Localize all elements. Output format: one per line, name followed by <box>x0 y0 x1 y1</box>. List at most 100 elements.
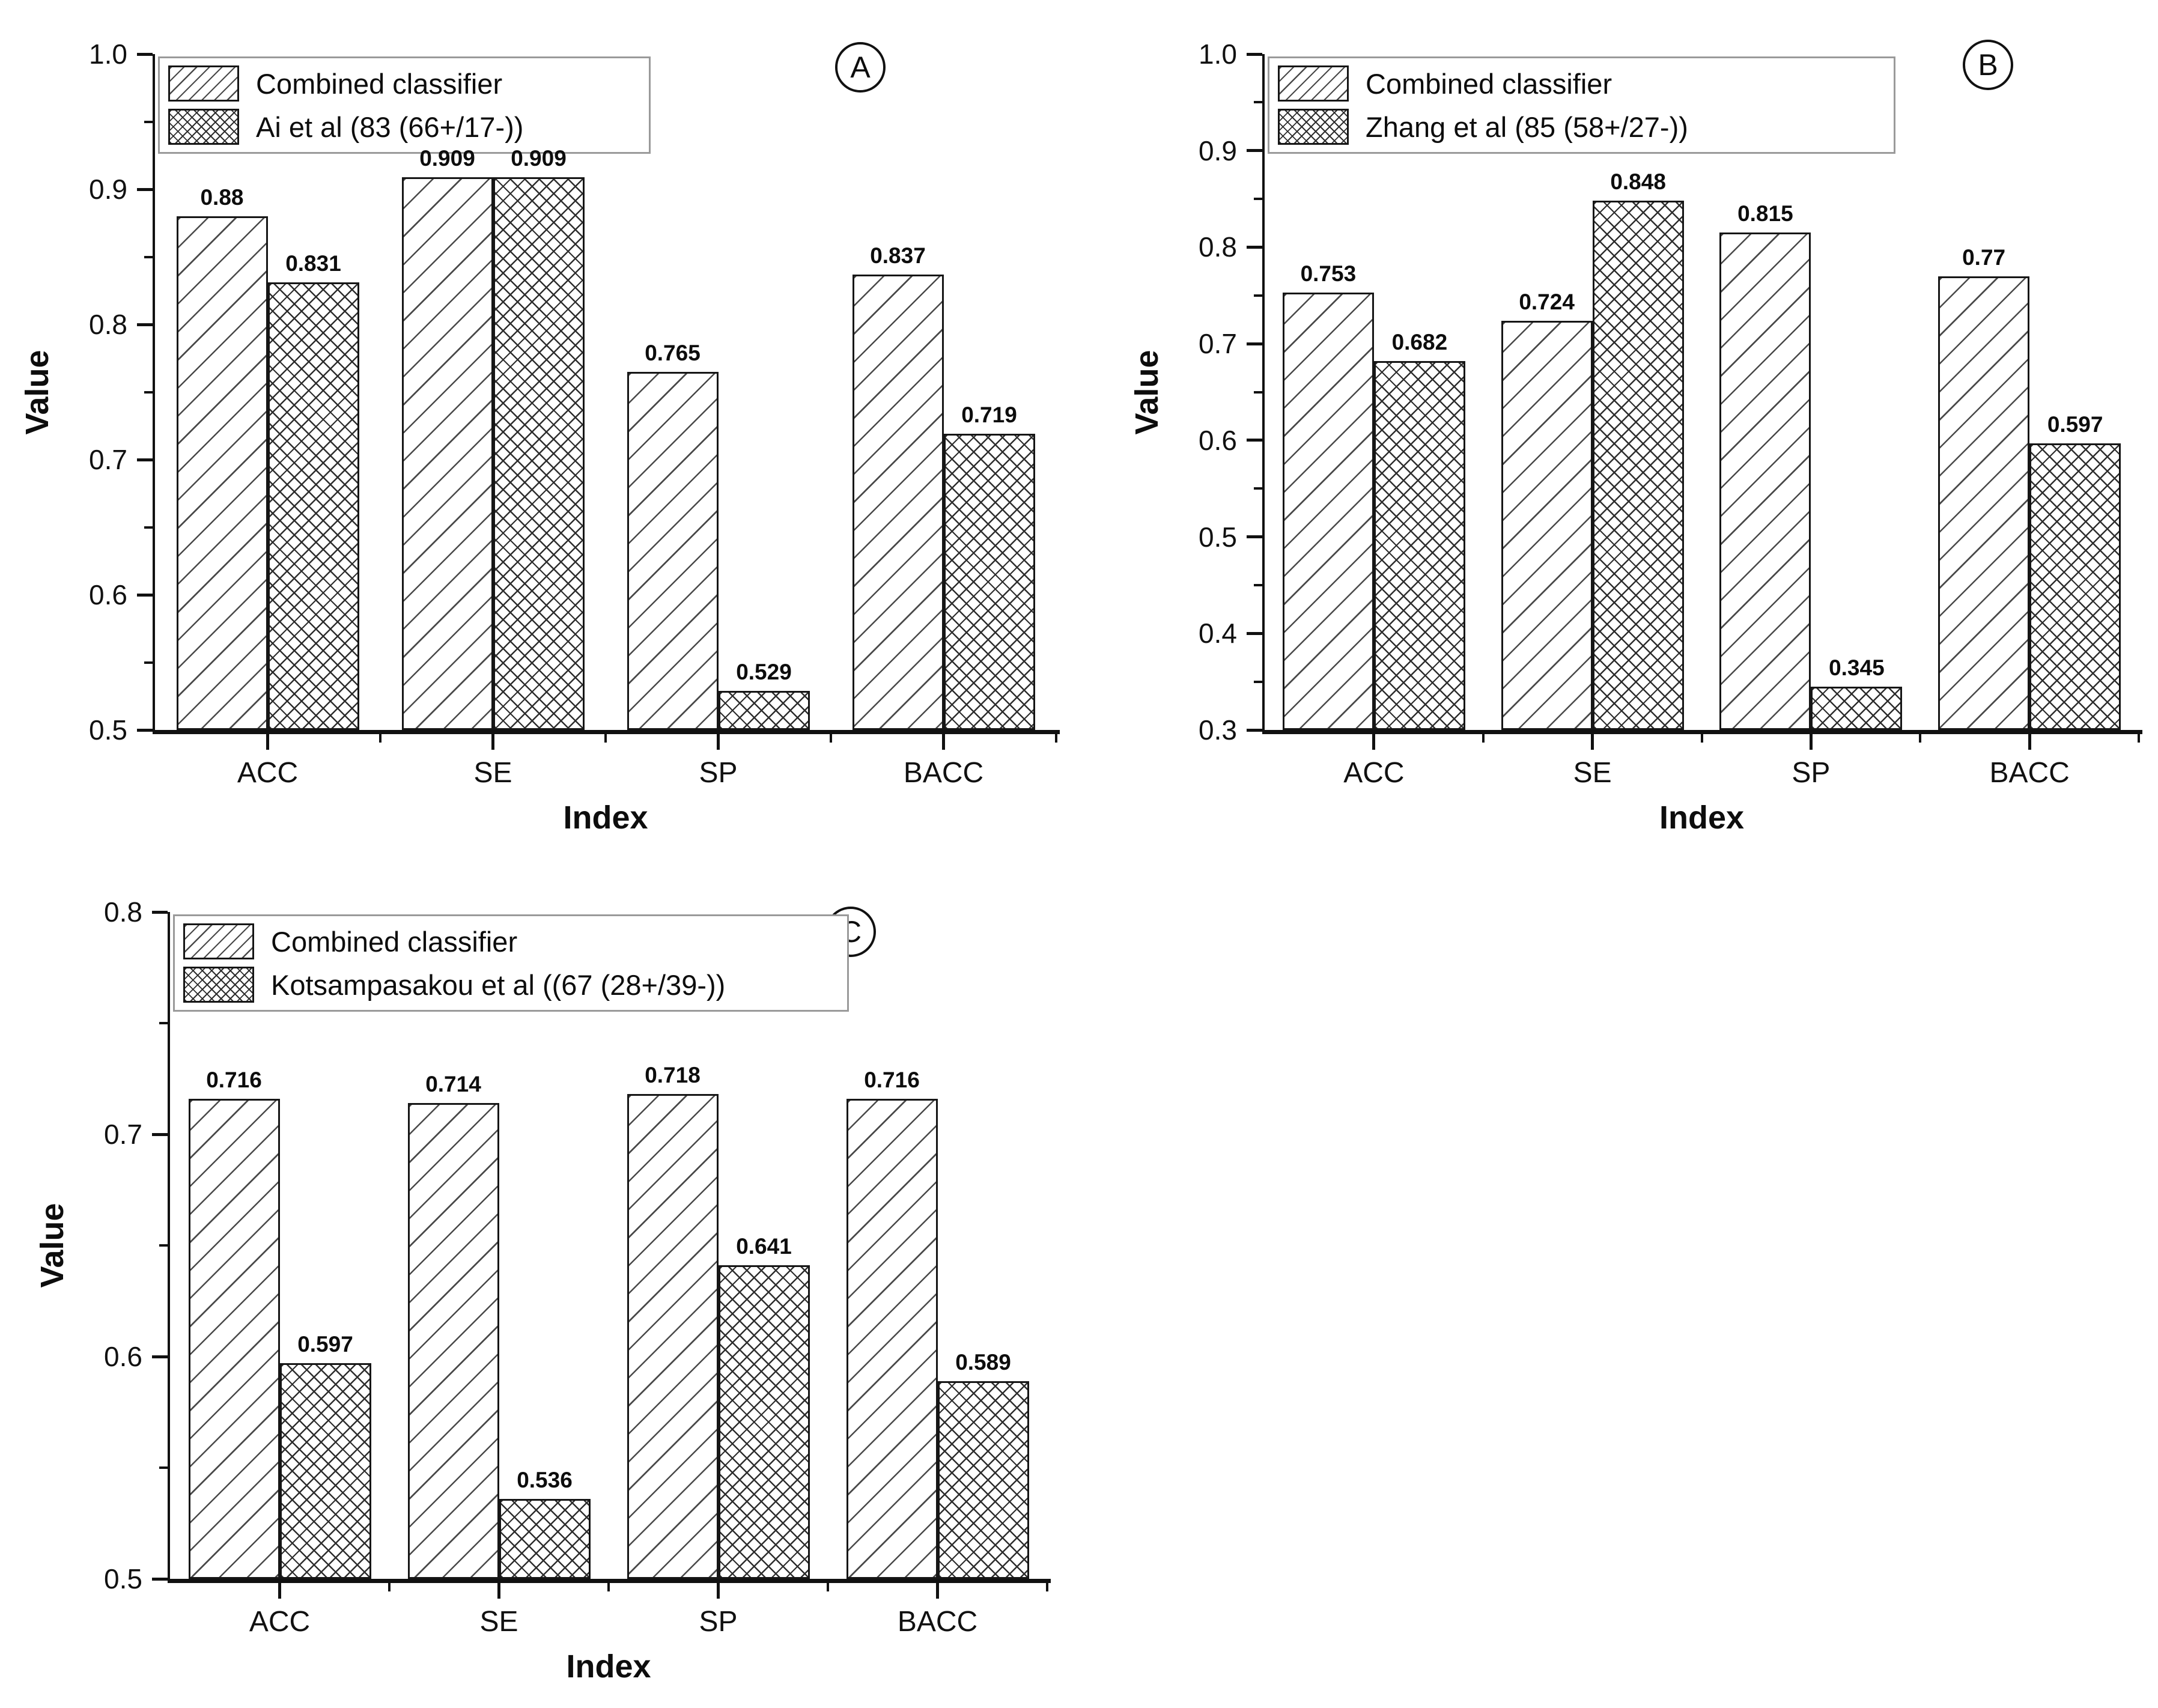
bar <box>267 282 359 730</box>
x-minor-tick <box>830 734 832 743</box>
x-minor-tick <box>1055 734 1057 743</box>
bar-value-label: 0.765 <box>645 340 701 365</box>
y-tick-label: 0.5 <box>1199 521 1237 553</box>
y-minor-tick <box>144 120 153 123</box>
y-minor-tick <box>144 391 153 394</box>
x-major-tick <box>717 734 720 750</box>
bar <box>401 177 493 730</box>
y-major-tick <box>152 910 168 914</box>
y-major-tick <box>1247 439 1262 442</box>
y-major-tick <box>137 458 153 461</box>
y-major-tick <box>1247 52 1262 56</box>
legend-label: Combined classifier <box>271 925 518 958</box>
y-major-tick <box>1247 342 1262 345</box>
legend-item: Combined classifier <box>1278 64 1889 103</box>
y-minor-tick <box>159 1022 168 1024</box>
bar-value-label: 0.77 <box>1962 245 2006 270</box>
bar <box>627 371 719 730</box>
bar-value-label: 0.753 <box>1300 261 1357 286</box>
legend-item: Combined classifier <box>183 922 842 961</box>
x-category-label: SE <box>473 757 512 789</box>
legend-label: Ai et al (83 (66+/17-)) <box>256 111 524 143</box>
bar <box>279 1363 371 1579</box>
x-major-tick <box>278 1583 281 1599</box>
y-major-tick <box>1247 535 1262 539</box>
y-major-tick <box>152 1355 168 1358</box>
x-category-label: BACC <box>903 757 984 789</box>
y-minor-tick <box>1254 680 1262 683</box>
x-minor-tick <box>1482 734 1485 743</box>
y-minor-tick <box>1254 101 1262 104</box>
x-major-tick <box>717 1583 720 1599</box>
x-category-label: ACC <box>1343 757 1405 789</box>
y-tick-label: 0.6 <box>1199 424 1237 456</box>
bar-value-label: 0.815 <box>1737 201 1793 226</box>
y-tick-label: 0.8 <box>104 896 142 928</box>
x-minor-tick <box>2138 734 2140 743</box>
bar <box>1373 361 1465 730</box>
bar <box>188 1098 280 1579</box>
y-tick-label: 0.7 <box>104 1119 142 1150</box>
bar-value-label: 0.589 <box>955 1349 1011 1375</box>
bar <box>176 216 268 730</box>
y-tick-label: 0.7 <box>1199 328 1237 360</box>
x-axis <box>168 1579 1051 1583</box>
y-minor-tick <box>1254 487 1262 490</box>
x-category-label: SP <box>699 1606 738 1638</box>
y-tick-label: 0.5 <box>89 714 127 746</box>
y-tick-label: 0.6 <box>104 1341 142 1372</box>
bar <box>499 1498 591 1579</box>
bar-value-label: 0.716 <box>864 1067 920 1092</box>
y-minor-tick <box>1254 583 1262 586</box>
x-major-tick <box>2028 734 2031 750</box>
y-tick-label: 0.8 <box>1199 231 1237 263</box>
bar-value-label: 0.831 <box>285 251 341 276</box>
x-category-label: SP <box>1792 757 1831 789</box>
bar-value-label: 0.719 <box>961 403 1017 428</box>
bar-value-label: 0.597 <box>297 1332 353 1357</box>
y-major-tick <box>1247 631 1262 635</box>
bar-value-label: 0.837 <box>870 243 926 268</box>
x-major-tick <box>497 1583 500 1599</box>
x-category-label: BACC <box>897 1606 978 1638</box>
diagonal-hatch-swatch-icon <box>1278 65 1349 102</box>
legend-label: Kotsampasakou et al ((67 (28+/39-)) <box>271 968 726 1001</box>
x-major-tick <box>266 734 269 750</box>
x-axis <box>1262 730 2142 734</box>
y-minor-tick <box>144 661 153 664</box>
bar <box>627 1094 719 1579</box>
x-major-tick <box>491 734 494 750</box>
y-minor-tick <box>144 526 153 529</box>
y-major-tick <box>152 1577 168 1581</box>
x-category-label: ACC <box>249 1606 311 1638</box>
x-major-tick <box>936 1583 939 1599</box>
diagonal-hatch-swatch-icon <box>183 923 254 959</box>
bar-value-label: 0.714 <box>425 1072 481 1097</box>
bar-value-label: 0.536 <box>517 1467 573 1492</box>
y-major-tick <box>137 52 153 56</box>
y-tick-label: 0.6 <box>89 579 127 610</box>
bar <box>718 1265 810 1579</box>
y-minor-tick <box>1254 294 1262 297</box>
bar <box>1719 232 1811 730</box>
bar-value-label: 0.641 <box>736 1234 792 1259</box>
x-minor-tick <box>827 1583 829 1591</box>
x-minor-tick <box>604 734 607 743</box>
x-minor-tick <box>379 734 381 743</box>
y-major-tick <box>137 187 153 191</box>
bar <box>846 1098 938 1579</box>
y-axis <box>153 54 155 732</box>
bar <box>1592 201 1684 730</box>
panel-letter-badge: B <box>1963 40 2013 90</box>
legend: Combined classifier Kotsampasakou et al (… <box>173 914 849 1012</box>
y-axis-title: Value <box>19 349 55 435</box>
y-axis-title: Value <box>1129 349 1165 435</box>
legend-item: Combined classifier <box>168 64 644 103</box>
y-tick-label: 0.9 <box>89 174 127 205</box>
y-tick-label: 0.8 <box>89 309 127 340</box>
y-tick-label: 0.5 <box>104 1563 142 1594</box>
y-major-tick <box>137 593 153 597</box>
y-minor-tick <box>159 1466 168 1469</box>
bar <box>493 177 585 730</box>
